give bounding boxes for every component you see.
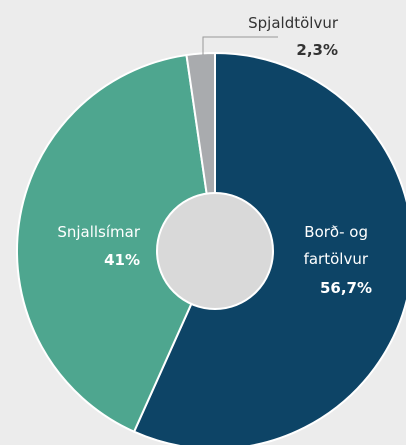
value-label: 56,7% bbox=[320, 279, 372, 297]
donut-hole bbox=[156, 192, 274, 310]
slice-label: Snjallsímar bbox=[57, 223, 141, 241]
leader-line bbox=[202, 36, 278, 55]
label-line: Borð- og bbox=[304, 223, 368, 241]
label-line: fartölvur bbox=[304, 250, 369, 268]
slice-label: Borð- og fartölvur bbox=[304, 223, 369, 268]
value-label: 2,3% bbox=[296, 41, 338, 59]
slice bbox=[16, 53, 217, 434]
slice-label: Spjaldtölvur bbox=[248, 14, 339, 32]
value-label: 41% bbox=[104, 251, 140, 269]
